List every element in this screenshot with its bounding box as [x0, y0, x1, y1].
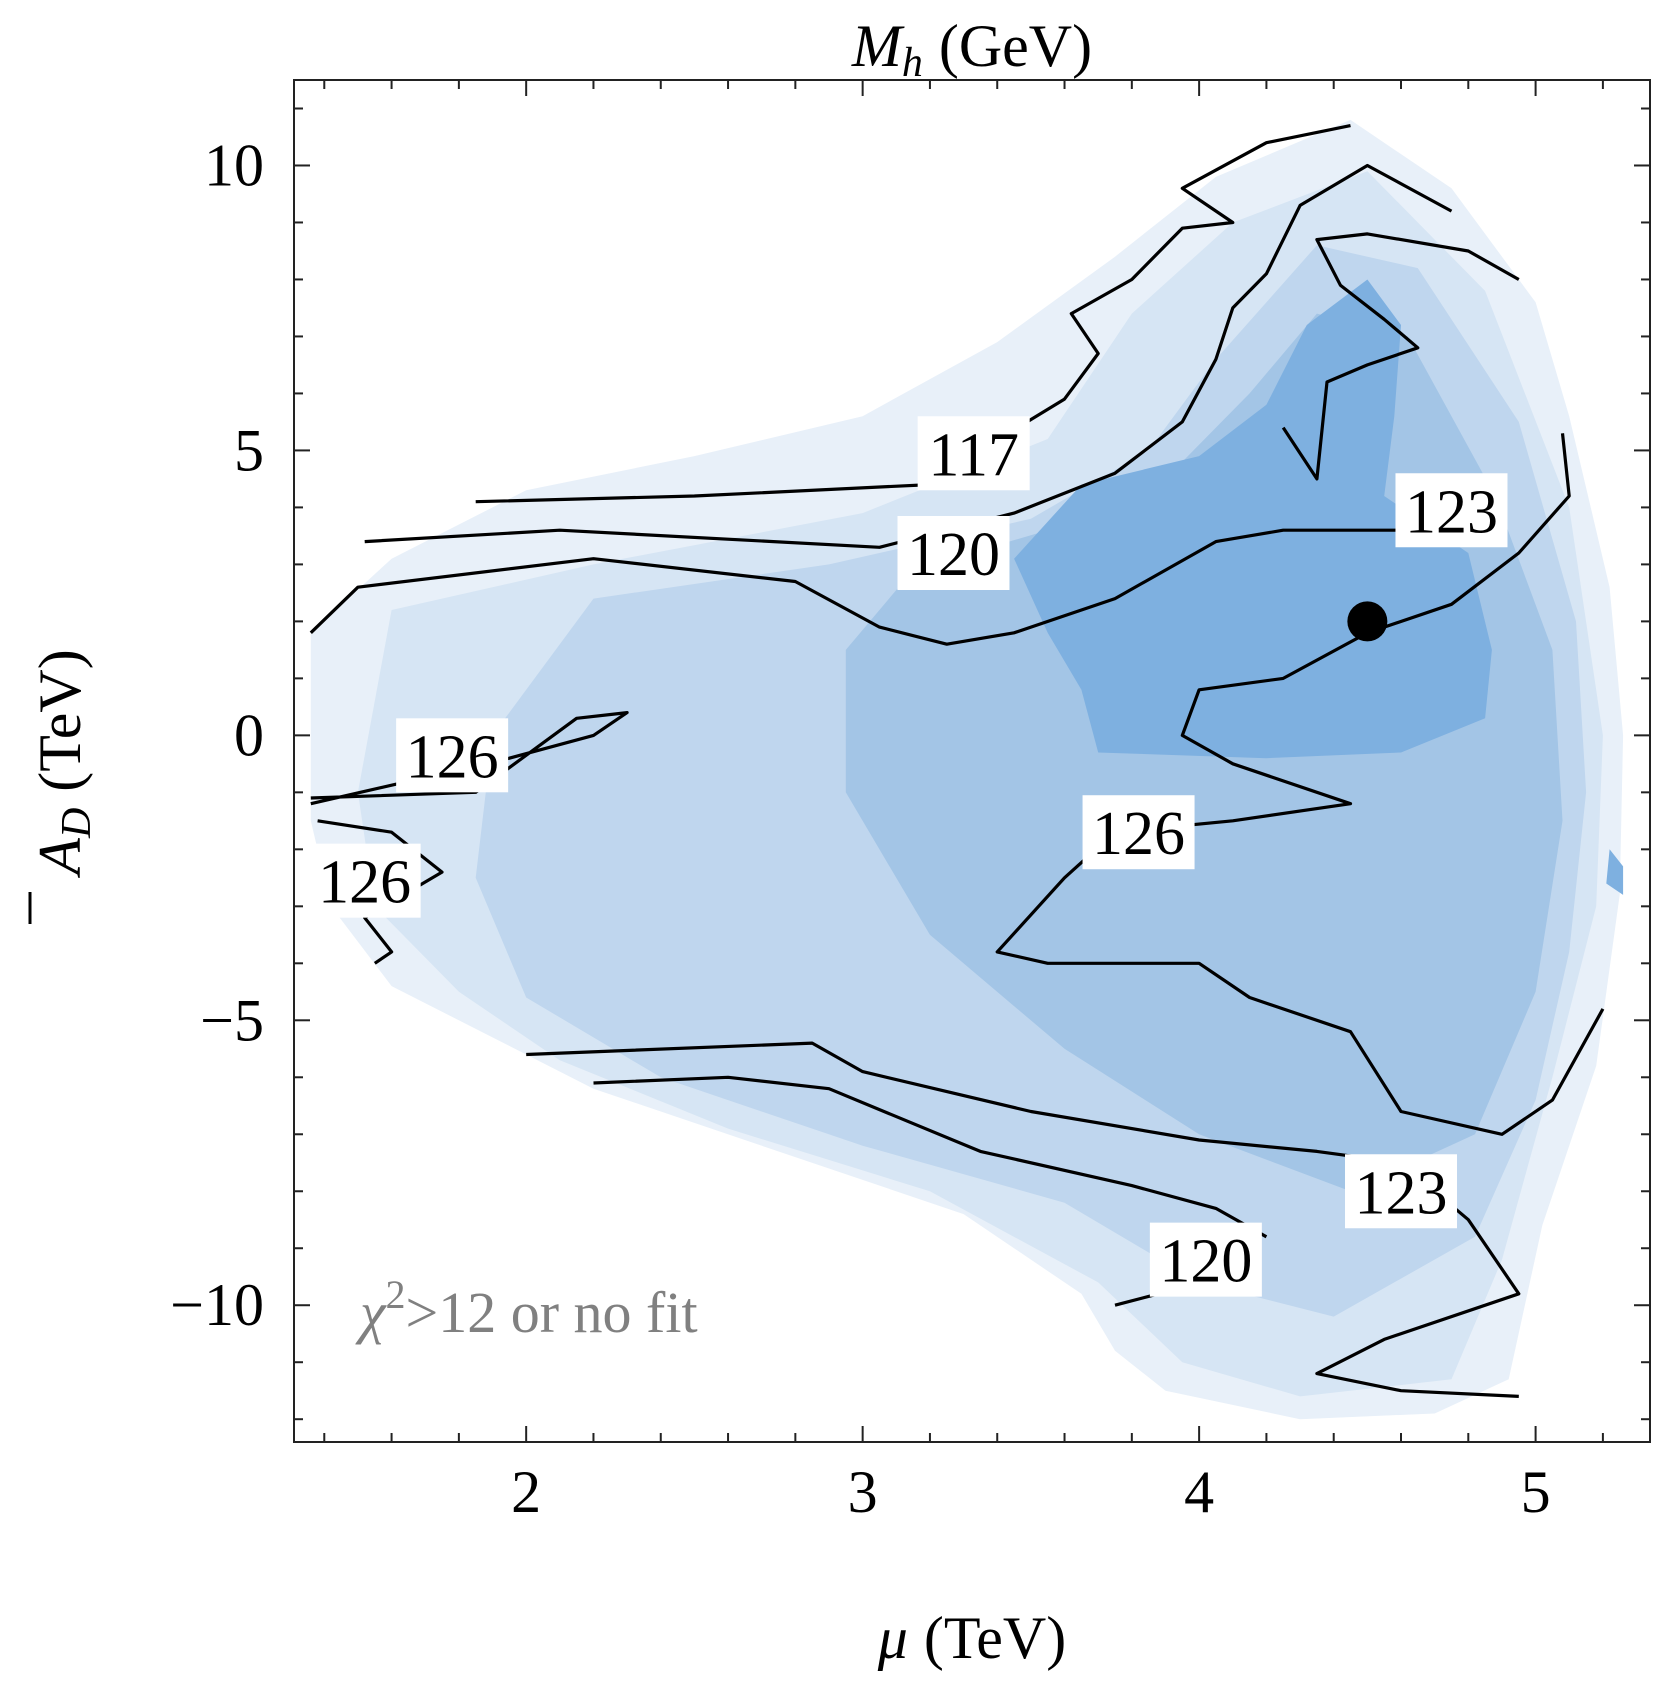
x-tick-label-2: 2	[511, 1459, 541, 1525]
y-label-subscript: D	[54, 808, 100, 839]
note-rest: >12 or no fit	[406, 1280, 698, 1345]
contour-line-123-2	[1281, 232, 1520, 481]
axis-ticks: 2 3 4 5 10 5 0 −5 −10	[170, 80, 1650, 1525]
contour-label-box-0	[917, 416, 1030, 491]
contour-label-123-4: 123	[1355, 1159, 1448, 1227]
contour-labels: 117 120 123 123 120 126 126 126	[308, 416, 1508, 1297]
x-tick-label-5: 5	[1521, 1459, 1551, 1525]
contour-label-123-3: 123	[1405, 478, 1498, 546]
y-tick-label-10: 10	[204, 132, 264, 198]
y-tick-label--10: −10	[170, 1272, 264, 1338]
contour-label-120-5: 120	[1159, 1228, 1252, 1296]
x-label-symbol: μ	[877, 1605, 908, 1671]
contour-line-120-1	[364, 163, 1453, 549]
contour-label-box-1	[897, 515, 1010, 590]
note-superscript: 2	[386, 1272, 406, 1317]
svg-text:AD(TeV): AD (TeV)	[27, 649, 100, 878]
y-label-symbol: A	[27, 838, 93, 879]
y-label-unit: (TeV)	[27, 649, 93, 791]
plot-frame	[293, 79, 1651, 1443]
y-tick-label-5: 5	[234, 417, 264, 483]
contour-line-120-5	[593, 1075, 1268, 1239]
x-label-unit: (TeV)	[924, 1605, 1066, 1671]
x-axis-label: μ (TeV)	[877, 1605, 1067, 1671]
chi-square-note: χ2>12 or no fit	[355, 1272, 698, 1345]
contour-label-126-8: 126	[318, 849, 411, 917]
y-tick-label-0: 0	[234, 702, 264, 768]
contour-label-126-7: 126	[406, 723, 499, 791]
contour-label-126-9: 126	[1092, 800, 1185, 868]
contour-label-117-0: 117	[928, 421, 1019, 489]
best-fit-marker-group	[1347, 601, 1388, 642]
contour-line-123-3	[309, 528, 1418, 646]
contour-label-box-4	[1345, 1154, 1458, 1229]
y-tick-label--5: −5	[200, 987, 264, 1053]
shade-band-5-speck	[1606, 849, 1624, 895]
contour-label-box-9	[1082, 795, 1195, 870]
title-unit: (GeV)	[939, 13, 1092, 79]
contour-label-120-1: 120	[907, 521, 1000, 589]
x-tick-label-4: 4	[1184, 1459, 1214, 1525]
contour-label-box-5	[1149, 1222, 1262, 1297]
title-symbol: M	[851, 13, 905, 79]
best-fit-point	[1347, 601, 1388, 642]
y-axis-label: AD (TeV)	[27, 649, 100, 924]
contour-label-box-7	[396, 718, 509, 793]
note-symbol: χ	[355, 1280, 387, 1345]
x-tick-label-3: 3	[848, 1459, 878, 1525]
title-subscript: h	[902, 40, 923, 86]
contour-label-box-8	[308, 843, 421, 918]
chart-title: Mh (GeV)	[851, 13, 1092, 86]
contour-label-box-3	[1395, 473, 1508, 548]
